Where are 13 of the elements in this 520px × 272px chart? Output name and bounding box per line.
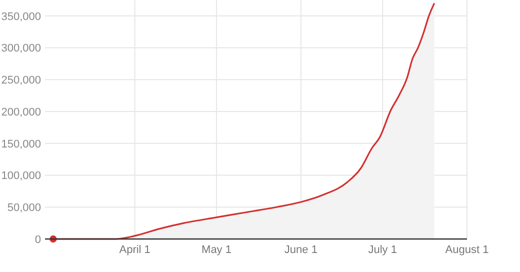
x-tick-label: July 1 [368, 244, 397, 256]
y-tick-label: 50,000 [7, 202, 41, 214]
y-tick-label: 200,000 [1, 106, 41, 118]
x-tick-label: June 1 [284, 244, 318, 256]
x-tick-label: April 1 [119, 244, 150, 256]
x-tick-label: May 1 [202, 244, 232, 256]
y-tick-label: 300,000 [1, 42, 41, 55]
y-tick-label: 250,000 [1, 74, 41, 87]
y-tick-label: 0 [34, 234, 41, 246]
y-tick-label: 150,000 [1, 138, 41, 150]
x-tick-label: August 1 [445, 244, 489, 256]
y-tick-label: 100,000 [1, 170, 41, 182]
y-tick-label: 350,000 [1, 10, 41, 23]
